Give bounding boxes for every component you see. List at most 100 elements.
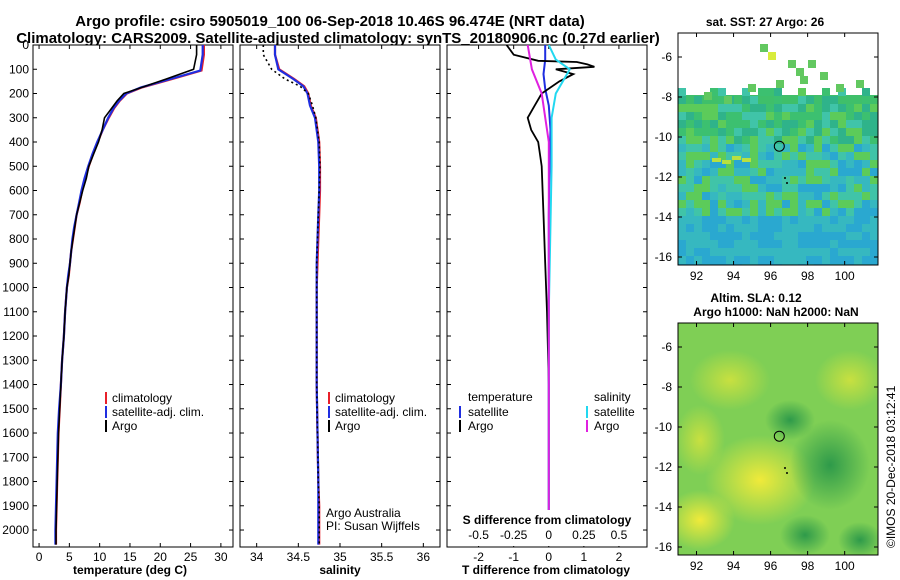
sst-cell [694,208,702,216]
sst-cell [836,84,844,92]
lat-tick-label: -16 [655,540,673,554]
sst-cell [726,144,734,152]
sst-cell [732,156,741,160]
sst-cell [726,152,734,160]
sst-cell [782,224,790,232]
temperature-x-label: temperature (deg C) [73,563,187,577]
sst-cell [870,224,878,232]
sst-cell [702,200,710,208]
sst-map-frame [677,32,879,266]
sst-cell [774,112,782,120]
depth-tick-label: 600 [9,184,29,198]
sst-cell [742,256,750,264]
sst-cell [806,112,814,120]
sst-cell [822,168,830,176]
sst-cell [710,144,718,152]
sst-cell [854,240,862,248]
sst-cell [774,168,782,176]
sst-cell [830,240,838,248]
sst-cell [862,160,870,168]
sst-cell [694,168,702,176]
x-tick-label: -2 [473,550,484,564]
sst-cell [830,144,838,152]
sst-cell [702,248,710,256]
sst-cell [710,88,718,96]
x-tick-label: 34.5 [287,550,311,564]
sst-cell [782,104,790,112]
sst-cell [758,88,766,96]
sst-cell [686,232,694,240]
sla-low-anomaly [765,400,815,440]
sst-cell [742,144,750,152]
sst-cell [846,216,854,224]
sst-cell [742,168,750,176]
legend-label-s-satellite: satellite [594,405,635,419]
sst-cell [702,176,710,184]
sst-cell [806,104,814,112]
sst-cell [742,224,750,232]
sst-cell [718,104,726,112]
temperature-panel: 0100200300400500600700800900100011001200… [2,38,234,577]
sst-cell [822,216,830,224]
sst-cell [862,192,870,200]
sst-cell [798,256,806,264]
salinity-depth-ticks [240,44,440,531]
lat-tick-label: -10 [655,420,673,434]
sst-cell [870,216,878,224]
sst-cell [822,96,830,104]
sst-cell [798,160,806,168]
x-tick-label: 0 [36,550,43,564]
sst-cell [830,248,838,256]
sst-cell [758,136,766,144]
sst-cell [766,104,774,112]
sst-cell [862,88,870,96]
sst-cell [734,256,742,264]
sst-cell [710,208,718,216]
sst-cell [782,176,790,184]
sst-cell [734,176,742,184]
sst-cell [822,104,830,112]
sst-cell [854,256,862,264]
sst-cell [854,144,862,152]
sst-cell [768,52,776,60]
sst-cell [806,136,814,144]
sst-cell [774,120,782,128]
sst-cell [686,176,694,184]
sst-cell [766,216,774,224]
sst-cell [678,216,686,224]
sst-cell [806,216,814,224]
sst-cell [838,128,846,136]
sst-cell [814,152,822,160]
sst-map-field [678,44,878,265]
sst-cell [734,144,742,152]
sst-cell [758,184,766,192]
sst-cell [758,176,766,184]
sst-cell [822,232,830,240]
sst-cell [830,232,838,240]
sst-cell [782,168,790,176]
sst-cell [678,192,686,200]
sst-cell [718,136,726,144]
sla-low-anomaly [790,420,870,510]
lat-tick-label: -8 [661,380,672,394]
sst-cell [822,152,830,160]
difference-s-ticks: -0.5 -0.25 0 0.25 0.5 [468,528,627,542]
sst-cell [790,152,798,160]
x-tick-label: 0 [545,550,552,564]
difference-legend-salinity: salinity satellite Argo [586,390,635,433]
sst-cell [798,224,806,232]
sst-cell [838,144,846,152]
sst-cell [718,192,726,200]
sst-cell [830,120,838,128]
sst-cell [678,128,686,136]
sst-cell [686,136,694,144]
sst-cell [774,256,782,264]
sst-cell [750,240,758,248]
sst-cell [766,152,774,160]
sst-cell [822,240,830,248]
sst-cell [702,120,710,128]
sst-cell [870,144,878,152]
sst-cell [870,152,878,160]
sst-cell [710,168,718,176]
sst-cell [734,216,742,224]
